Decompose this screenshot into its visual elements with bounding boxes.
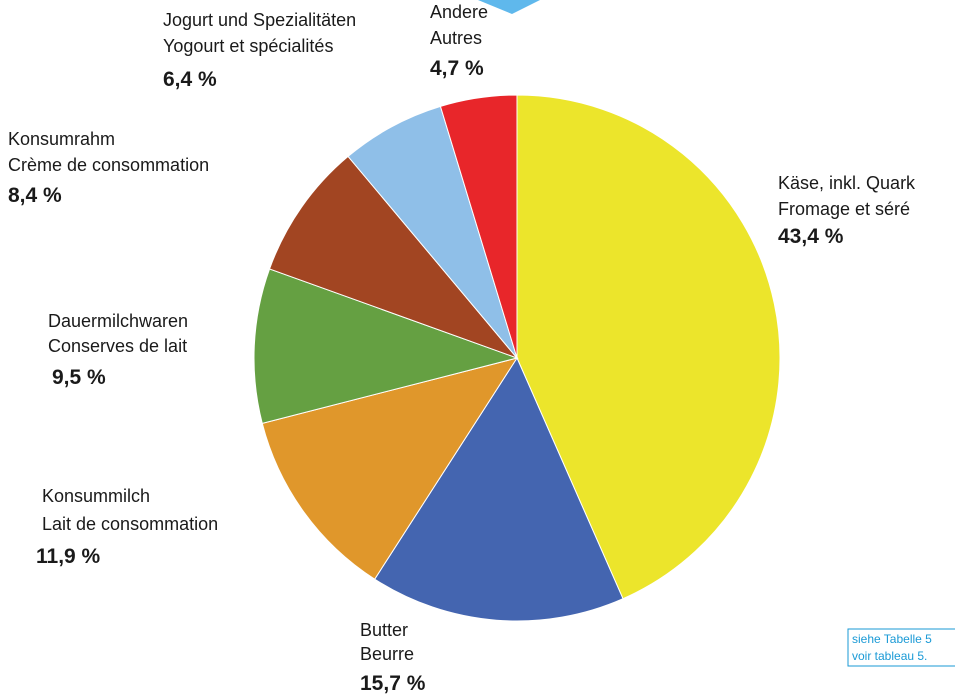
- note: voir tableau 5.: [852, 649, 927, 663]
- pie-slice: [516, 94, 781, 600]
- pie-slice: [261, 357, 519, 580]
- pie-slice: [268, 155, 519, 360]
- slice-label: Dauermilchwaren: [48, 311, 188, 331]
- value-label: 6,4 %: [163, 68, 217, 91]
- note: siehe Tabelle 5: [852, 632, 932, 646]
- slice-label: Crème de consommation: [8, 155, 209, 175]
- slice-label: Conserves de lait: [48, 336, 187, 356]
- note-box: [847, 628, 955, 667]
- slice-label: Konsummilch: [42, 486, 150, 506]
- value-label: 43,4 %: [778, 225, 844, 248]
- slice-label: Jogurt und Spezialitäten: [163, 10, 356, 30]
- slice-label: Konsumrahm: [8, 129, 115, 149]
- slice-label: Butter: [360, 620, 408, 640]
- slice-label: Käse, inkl. Quark: [778, 173, 916, 193]
- value-label: 9,5 %: [52, 366, 106, 389]
- slice-label: Andere: [430, 2, 488, 22]
- slice-label: Lait de consommation: [42, 514, 218, 534]
- slice-label: Yogourt et spécialités: [163, 36, 333, 56]
- decoration: [478, 0, 540, 14]
- value-label: 15,7 %: [360, 672, 426, 695]
- value-label: 4,7 %: [430, 57, 484, 80]
- value-label: 8,4 %: [8, 184, 62, 207]
- pie-slice: [253, 268, 519, 425]
- slice-label: Autres: [430, 28, 482, 48]
- value-label: 11,9 %: [36, 545, 101, 568]
- slice-label: Beurre: [360, 644, 414, 664]
- pie-slice: [439, 94, 518, 359]
- slice-label: Fromage et séré: [778, 199, 910, 219]
- pie-slice: [373, 356, 624, 622]
